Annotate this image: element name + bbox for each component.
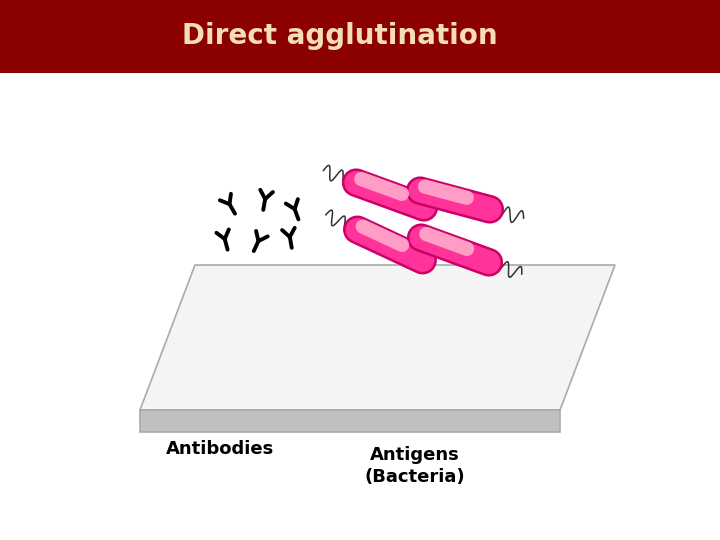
Polygon shape — [140, 265, 615, 410]
Polygon shape — [408, 225, 502, 275]
Text: Direct agglutination: Direct agglutination — [182, 23, 498, 50]
Polygon shape — [418, 179, 474, 205]
Polygon shape — [356, 219, 409, 252]
Polygon shape — [344, 217, 436, 273]
Text: Antibodies: Antibodies — [166, 440, 274, 458]
Polygon shape — [343, 170, 437, 220]
Polygon shape — [354, 172, 409, 201]
Text: Antigens
(Bacteria): Antigens (Bacteria) — [365, 446, 465, 486]
Polygon shape — [408, 178, 503, 222]
Polygon shape — [419, 227, 474, 256]
Bar — [0, 0, 720, 73]
Polygon shape — [140, 410, 560, 432]
